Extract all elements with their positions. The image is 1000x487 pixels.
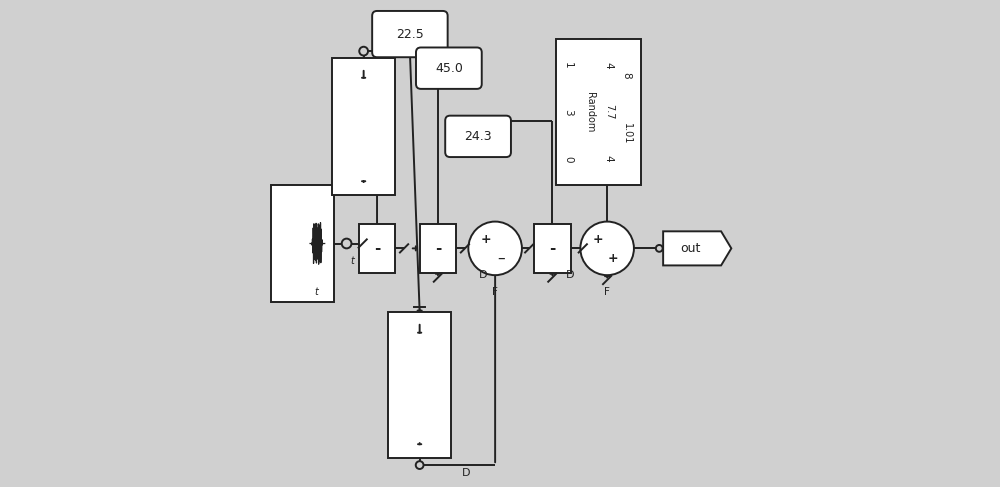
Circle shape <box>342 239 351 248</box>
FancyBboxPatch shape <box>372 11 448 57</box>
Text: -: - <box>435 241 441 256</box>
Text: D: D <box>566 270 575 281</box>
Text: F: F <box>604 287 610 298</box>
FancyBboxPatch shape <box>416 48 482 89</box>
Bar <box>420 224 456 273</box>
Text: -: - <box>374 241 380 256</box>
Text: 7.7: 7.7 <box>604 104 614 120</box>
Text: 4: 4 <box>604 62 614 69</box>
Text: 4: 4 <box>604 155 614 162</box>
Text: 8: 8 <box>622 72 632 79</box>
Bar <box>388 312 451 458</box>
Bar <box>271 185 334 302</box>
Bar <box>556 39 641 185</box>
Bar <box>534 224 571 273</box>
Text: 3: 3 <box>563 109 573 115</box>
Text: 45.0: 45.0 <box>435 62 463 75</box>
Text: 24.3: 24.3 <box>464 130 492 143</box>
Text: t: t <box>315 287 319 297</box>
Text: Random: Random <box>585 92 595 132</box>
Circle shape <box>359 47 368 56</box>
Text: D: D <box>462 468 471 478</box>
Text: –: – <box>497 251 505 265</box>
Circle shape <box>468 222 522 275</box>
Text: D: D <box>479 270 487 281</box>
Text: F: F <box>492 287 498 298</box>
Circle shape <box>416 461 424 469</box>
Text: 1.01: 1.01 <box>622 123 632 145</box>
FancyBboxPatch shape <box>445 116 511 157</box>
Circle shape <box>656 245 663 252</box>
Text: +: + <box>593 233 604 246</box>
Circle shape <box>580 222 634 275</box>
Polygon shape <box>663 231 731 265</box>
Text: out: out <box>680 242 701 255</box>
Bar <box>359 224 395 273</box>
Bar <box>332 58 395 195</box>
Text: +: + <box>481 233 492 246</box>
Text: 0: 0 <box>563 155 573 162</box>
Text: 1: 1 <box>563 62 573 69</box>
Text: -: - <box>549 241 556 256</box>
Text: t: t <box>351 256 354 266</box>
Text: 22.5: 22.5 <box>396 28 424 40</box>
Text: +: + <box>608 252 618 264</box>
